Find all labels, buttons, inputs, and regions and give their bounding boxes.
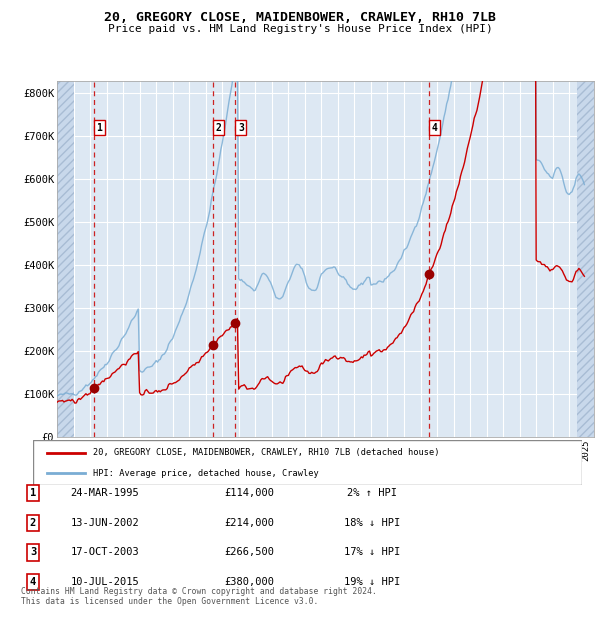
Text: 2: 2 — [30, 518, 36, 528]
Text: 19% ↓ HPI: 19% ↓ HPI — [344, 577, 400, 587]
Text: HPI: Average price, detached house, Crawley: HPI: Average price, detached house, Craw… — [94, 469, 319, 478]
Text: 18% ↓ HPI: 18% ↓ HPI — [344, 518, 400, 528]
Bar — [577, 81, 594, 437]
Text: 2% ↑ HPI: 2% ↑ HPI — [347, 488, 397, 498]
Bar — [57, 81, 74, 437]
Text: 4: 4 — [431, 123, 437, 133]
Text: 17% ↓ HPI: 17% ↓ HPI — [344, 547, 400, 557]
Text: 20, GREGORY CLOSE, MAIDENBOWER, CRAWLEY, RH10 7LB: 20, GREGORY CLOSE, MAIDENBOWER, CRAWLEY,… — [104, 11, 496, 24]
Text: 4: 4 — [30, 577, 36, 587]
Text: 1: 1 — [30, 488, 36, 498]
Text: 3: 3 — [30, 547, 36, 557]
Text: 17-OCT-2003: 17-OCT-2003 — [71, 547, 139, 557]
Text: £380,000: £380,000 — [224, 577, 274, 587]
Text: £266,500: £266,500 — [224, 547, 274, 557]
Text: 2: 2 — [215, 123, 221, 133]
Text: £114,000: £114,000 — [224, 488, 274, 498]
Text: 1: 1 — [97, 123, 102, 133]
Text: 3: 3 — [238, 123, 244, 133]
Text: 13-JUN-2002: 13-JUN-2002 — [71, 518, 139, 528]
Text: Contains HM Land Registry data © Crown copyright and database right 2024.
This d: Contains HM Land Registry data © Crown c… — [21, 587, 377, 606]
Text: 24-MAR-1995: 24-MAR-1995 — [71, 488, 139, 498]
Text: 10-JUL-2015: 10-JUL-2015 — [71, 577, 139, 587]
FancyBboxPatch shape — [33, 440, 582, 485]
Text: 20, GREGORY CLOSE, MAIDENBOWER, CRAWLEY, RH10 7LB (detached house): 20, GREGORY CLOSE, MAIDENBOWER, CRAWLEY,… — [94, 448, 440, 457]
Text: £214,000: £214,000 — [224, 518, 274, 528]
Text: Price paid vs. HM Land Registry's House Price Index (HPI): Price paid vs. HM Land Registry's House … — [107, 24, 493, 33]
